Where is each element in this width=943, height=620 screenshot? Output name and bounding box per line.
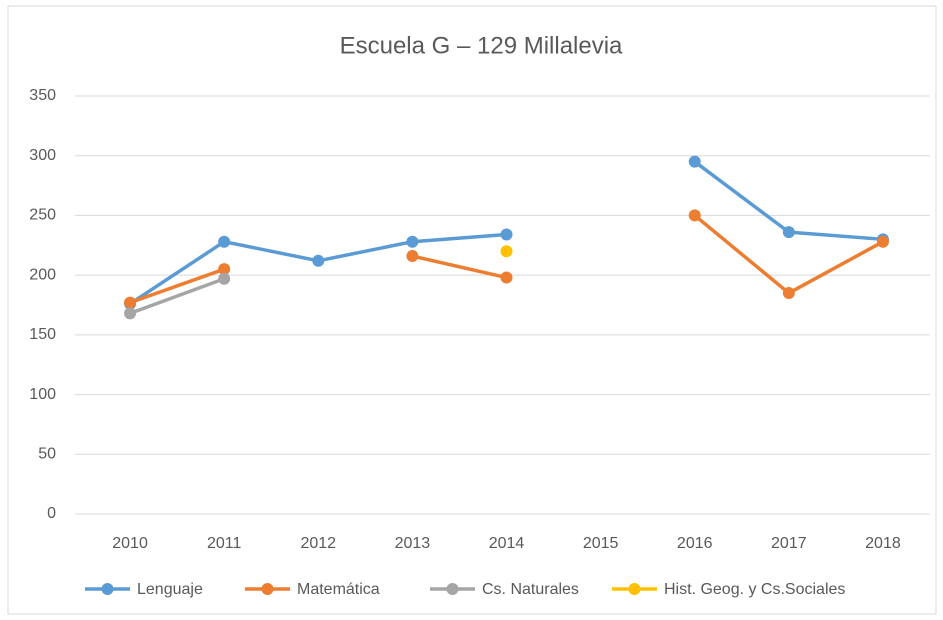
x-tick-label: 2018 [865,535,901,552]
y-tick-label: 250 [29,207,56,224]
data-point [218,272,231,285]
data-point [500,228,513,241]
y-tick-label: 150 [29,326,56,343]
y-tick-label: 100 [29,386,56,403]
data-point [782,226,795,239]
x-tick-label: 2014 [489,535,525,552]
legend-label: Matemática [297,581,380,598]
data-point [218,235,231,248]
data-point [782,287,795,300]
x-tick-label: 2017 [771,535,807,552]
data-point [688,155,701,168]
x-tick-label: 2011 [207,535,242,552]
y-tick-label: 50 [38,446,56,463]
data-point [688,209,701,222]
legend-marker [261,583,274,595]
data-point [500,271,513,284]
legend-label: Hist. Geog. y Cs.Sociales [664,581,845,598]
x-tick-label: 2013 [395,535,431,552]
x-tick-label: 2010 [112,535,148,552]
legend-marker [101,583,114,595]
series-line [129,277,225,316]
chart-frame [7,5,937,615]
data-point [124,307,137,320]
data-point [218,263,231,276]
data-point [312,254,325,267]
y-tick-label: 0 [47,505,56,522]
data-point [876,235,889,248]
y-tick-label: 350 [29,87,56,104]
y-tick-label: 200 [29,266,56,283]
y-tick-label: 300 [29,147,56,164]
legend-label: Lenguaje [137,581,203,598]
data-point [406,235,419,248]
legend-marker [628,583,641,595]
x-tick-label: 2015 [583,535,619,552]
x-tick-label: 2016 [677,535,713,552]
legend-label: Cs. Naturales [482,581,579,598]
data-point [124,296,137,309]
x-tick-label: 2012 [300,535,336,552]
chart-title: Escuela G – 129 Millalevia [340,32,623,59]
data-point [500,245,513,258]
legend-marker [446,583,459,595]
data-point [406,250,419,263]
